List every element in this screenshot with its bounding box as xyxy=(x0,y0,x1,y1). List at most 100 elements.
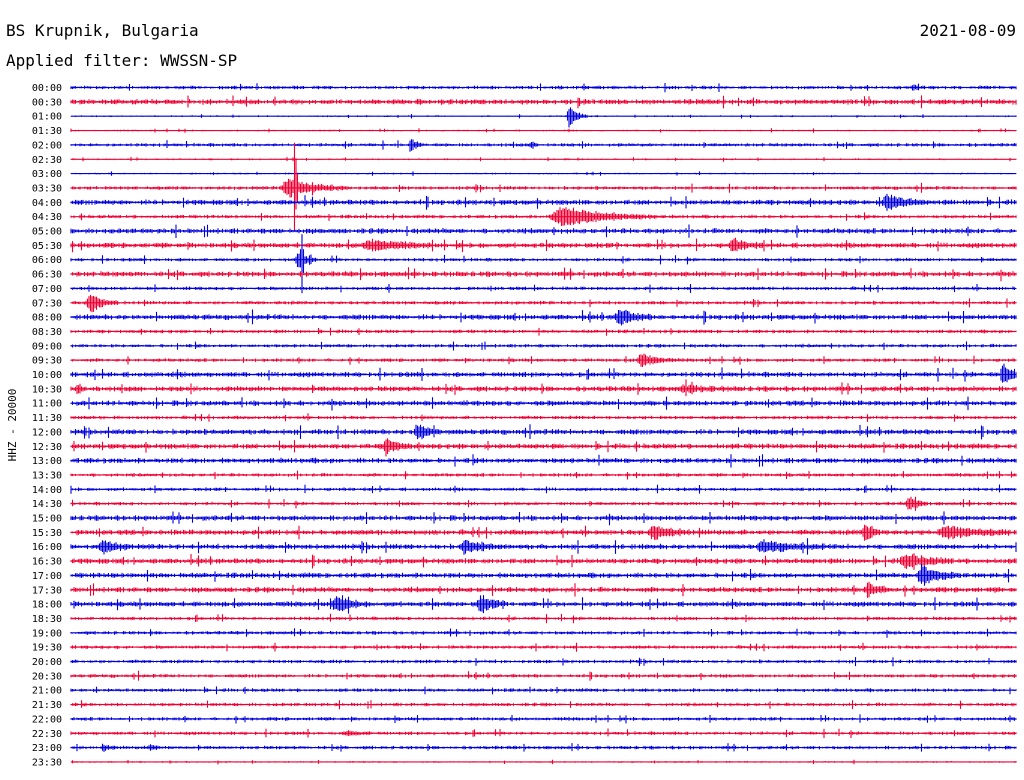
time-label: 15:30 xyxy=(32,528,62,539)
time-label: 02:00 xyxy=(32,140,62,151)
time-label: 05:00 xyxy=(32,227,62,238)
time-label: 20:00 xyxy=(32,657,62,668)
time-label: 19:00 xyxy=(32,628,62,639)
trace-2100 xyxy=(70,686,1017,695)
time-label: 14:30 xyxy=(32,499,62,510)
time-label: 03:30 xyxy=(32,183,62,194)
time-label: 07:00 xyxy=(32,284,62,295)
time-label: 11:00 xyxy=(32,399,62,410)
trace-2130 xyxy=(70,700,1017,710)
trace-0400 xyxy=(70,193,1017,211)
trace-1800 xyxy=(70,595,1017,614)
trace-0030 xyxy=(70,95,1017,109)
trace-0900 xyxy=(70,341,1017,351)
trace-1330 xyxy=(70,470,1017,480)
time-label: 02:30 xyxy=(32,155,62,166)
filter-label: Applied filter: WWSSN-SP xyxy=(6,51,237,70)
time-label: 18:00 xyxy=(32,600,62,611)
trace-1630 xyxy=(70,553,1017,570)
time-label: 08:30 xyxy=(32,327,62,338)
trace-0700 xyxy=(70,284,1017,293)
time-label: 21:30 xyxy=(32,700,62,711)
trace-2330 xyxy=(70,759,1017,765)
trace-1230 xyxy=(70,438,1017,457)
time-label: 21:00 xyxy=(32,686,62,697)
trace-1830 xyxy=(70,613,1017,624)
time-label: 19:30 xyxy=(32,643,62,654)
trace-group xyxy=(70,83,1017,765)
trace-0100 xyxy=(70,107,1017,128)
trace-0330 xyxy=(70,142,1017,231)
trace-0130 xyxy=(70,128,1017,133)
trace-1600 xyxy=(70,538,1017,555)
time-label: 20:30 xyxy=(32,671,62,682)
trace-1700 xyxy=(70,563,1017,586)
time-label: 23:30 xyxy=(32,757,62,768)
time-label: 01:00 xyxy=(32,112,62,123)
time-label: 09:30 xyxy=(32,356,62,367)
time-label: 06:30 xyxy=(32,270,62,281)
time-label: 22:00 xyxy=(32,714,62,725)
trace-2030 xyxy=(70,670,1017,681)
trace-1000 xyxy=(70,363,1017,383)
trace-1200 xyxy=(70,424,1017,440)
trace-1100 xyxy=(70,396,1017,411)
time-label: 00:00 xyxy=(32,83,62,94)
trace-2000 xyxy=(70,657,1017,667)
time-label: 10:30 xyxy=(32,384,62,395)
time-label: 04:30 xyxy=(32,212,62,223)
trace-0500 xyxy=(70,224,1017,238)
time-label: 17:30 xyxy=(32,585,62,596)
trace-0200 xyxy=(70,139,1017,152)
trace-2300 xyxy=(70,743,1017,752)
trace-1930 xyxy=(70,642,1017,652)
time-label: 17:00 xyxy=(32,571,62,582)
trace-1130 xyxy=(70,413,1017,422)
trace-0300 xyxy=(70,171,1017,176)
trace-0800 xyxy=(70,309,1017,326)
time-label: 06:00 xyxy=(32,255,62,266)
trace-1400 xyxy=(70,484,1017,494)
trace-1300 xyxy=(70,454,1017,468)
time-label: 22:30 xyxy=(32,729,62,740)
time-label: 10:00 xyxy=(32,370,62,381)
time-label: 13:00 xyxy=(32,456,62,467)
time-label: 12:30 xyxy=(32,442,62,453)
time-label: 07:30 xyxy=(32,298,62,309)
trace-1430 xyxy=(70,496,1017,511)
time-label: 08:00 xyxy=(32,313,62,324)
trace-0430 xyxy=(70,207,1017,226)
trace-1030 xyxy=(70,379,1017,397)
time-label: 00:30 xyxy=(32,97,62,108)
trace-0600 xyxy=(70,234,1017,294)
time-label: 15:00 xyxy=(32,514,62,525)
trace-2230 xyxy=(70,728,1017,738)
trace-1900 xyxy=(70,628,1017,638)
trace-1530 xyxy=(70,524,1017,541)
time-label: 14:00 xyxy=(32,485,62,496)
time-label: 13:30 xyxy=(32,470,62,481)
time-label: 05:30 xyxy=(32,241,62,252)
trace-1500 xyxy=(70,511,1017,526)
time-label: 04:00 xyxy=(32,198,62,209)
time-label: 18:30 xyxy=(32,614,62,625)
time-label-group: 00:00 00:30 01:00 01:30 02:00 02:30 03:00 03:30… xyxy=(32,83,62,768)
trace-0930 xyxy=(70,353,1017,367)
time-label: 16:30 xyxy=(32,557,62,568)
trace-0530 xyxy=(70,237,1017,253)
time-label: 01:30 xyxy=(32,126,62,137)
time-label: 12:00 xyxy=(32,427,62,438)
station-title: BS Krupnik, Bulgaria xyxy=(6,21,199,40)
trace-0830 xyxy=(70,327,1017,336)
trace-0230 xyxy=(70,157,1017,162)
trace-0630 xyxy=(70,267,1017,282)
time-label: 09:00 xyxy=(32,341,62,352)
time-label: 03:00 xyxy=(32,169,62,180)
date-label: 2021-08-09 xyxy=(920,21,1016,40)
trace-1730 xyxy=(70,581,1017,598)
time-label: 16:00 xyxy=(32,542,62,553)
time-label: 11:30 xyxy=(32,413,62,424)
channel-axis-label: HHZ - 20000 xyxy=(6,389,19,462)
trace-0730 xyxy=(70,294,1017,313)
